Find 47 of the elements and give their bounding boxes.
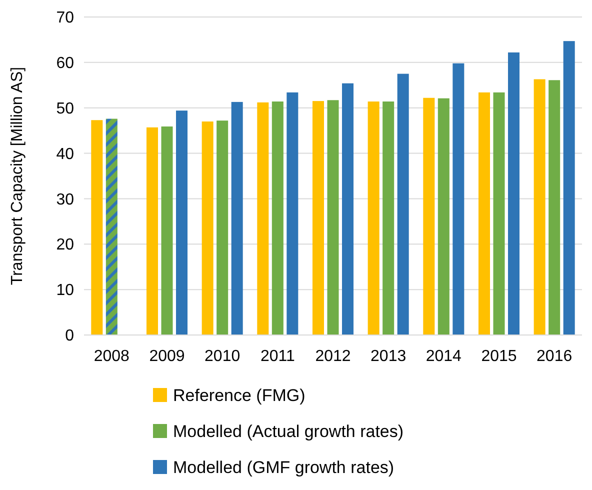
y-tick-label: 20 <box>56 236 74 254</box>
bar <box>231 102 243 335</box>
x-tick-label: 2009 <box>149 348 185 365</box>
x-tick-label: 2013 <box>370 348 406 365</box>
x-tick-label: 2010 <box>204 348 240 365</box>
bar <box>272 101 284 335</box>
y-tick-label: 70 <box>56 10 74 27</box>
legend-label: Modelled (Actual growth rates) <box>173 422 404 441</box>
bar <box>106 118 118 335</box>
bar <box>397 74 409 335</box>
bar <box>161 126 173 335</box>
bar <box>342 83 354 335</box>
bar <box>146 127 158 335</box>
x-tick-label: 2008 <box>94 348 130 365</box>
bar <box>257 102 269 335</box>
bar <box>423 98 435 335</box>
bar <box>91 120 103 335</box>
bar <box>216 120 228 335</box>
y-tick-label: 0 <box>65 328 74 345</box>
bar <box>534 79 546 335</box>
legend-label: Modelled (GMF growth rates) <box>173 458 394 477</box>
y-tick-label: 30 <box>56 191 74 208</box>
bar <box>563 41 575 335</box>
y-axis-title: Transport Capacity [Million AS] <box>9 66 26 286</box>
bar <box>202 121 214 335</box>
x-tick-label: 2015 <box>481 348 517 365</box>
bar <box>176 110 188 335</box>
x-tick-label: 2016 <box>536 348 572 365</box>
bar <box>368 101 380 335</box>
x-tick-label: 2011 <box>260 348 295 365</box>
x-tick-label: 2014 <box>426 348 462 365</box>
bar <box>493 92 505 335</box>
bar <box>478 92 490 335</box>
bar <box>382 101 394 335</box>
bar <box>548 80 560 335</box>
bar <box>286 92 298 335</box>
bar <box>452 63 464 335</box>
legend-label: Reference (FMG) <box>173 386 306 405</box>
bar <box>438 98 450 335</box>
bar <box>508 52 520 335</box>
y-tick-label: 10 <box>56 282 74 300</box>
bar <box>327 100 339 335</box>
y-tick-label: 60 <box>56 55 74 72</box>
bar <box>312 101 324 335</box>
y-tick-label: 50 <box>56 100 74 118</box>
y-tick-label: 40 <box>56 146 74 163</box>
x-tick-label: 2012 <box>315 348 351 365</box>
